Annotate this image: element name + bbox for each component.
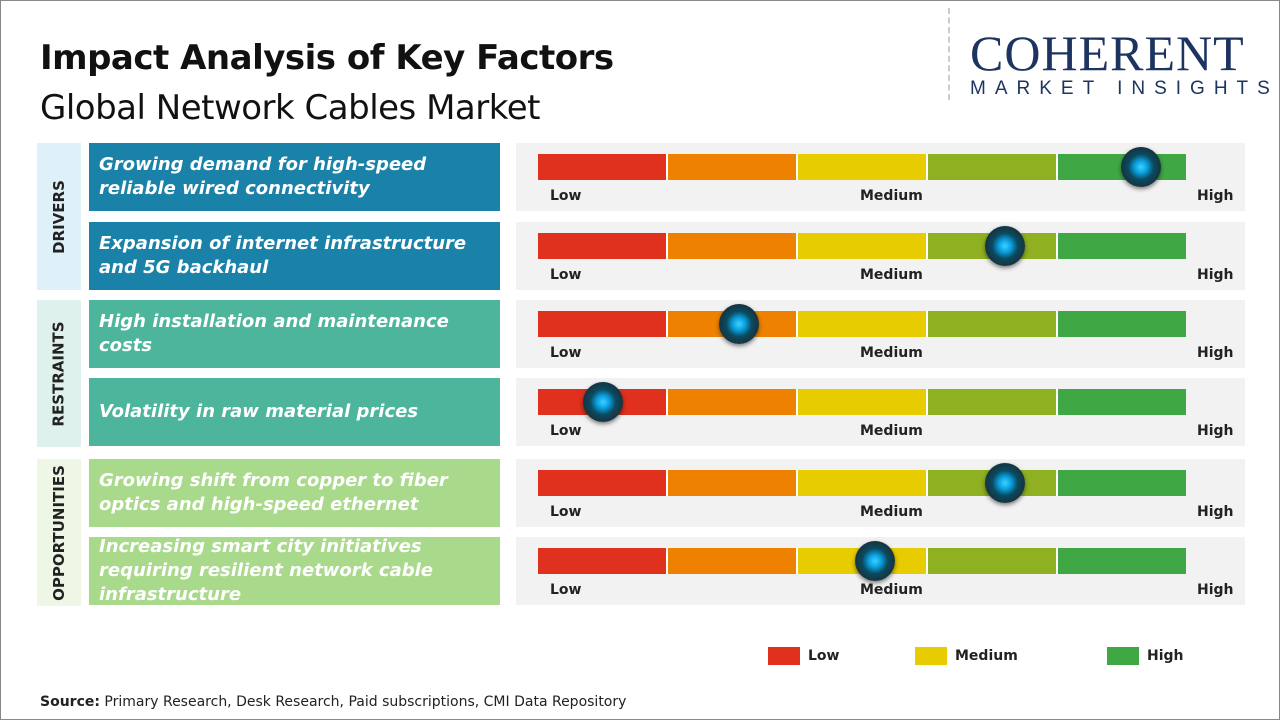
scale-low-label: Low — [550, 267, 582, 283]
legend-medium: Medium — [915, 647, 1018, 665]
gauge-segment — [928, 154, 1058, 180]
factor-label: Expansion of internet infrastructure and… — [89, 222, 500, 290]
gauge-segment — [538, 311, 668, 337]
scale-low-label: Low — [550, 423, 582, 439]
gauge-segment — [668, 548, 798, 574]
gauge-segment — [1058, 548, 1186, 574]
scale-high-label: High — [1197, 423, 1234, 439]
gauge-bar — [538, 470, 1186, 496]
legend-label: Medium — [955, 648, 1018, 664]
source-note: Source: Primary Research, Desk Research,… — [40, 694, 626, 710]
legend-swatch-medium — [915, 647, 947, 665]
gauge-segment — [538, 233, 668, 259]
impact-gauge: Low Medium High — [516, 300, 1245, 368]
page-title: Impact Analysis of Key Factors — [40, 38, 614, 78]
impact-marker — [718, 304, 759, 344]
factor-label: Growing shift from copper to fiber optic… — [89, 459, 500, 527]
legend-label: Low — [808, 648, 840, 664]
legend-label: High — [1147, 648, 1184, 664]
scale-medium-label: Medium — [860, 345, 923, 361]
scale-low-label: Low — [550, 345, 582, 361]
gauge-segment — [1058, 233, 1186, 259]
scale-medium-label: Medium — [860, 188, 923, 204]
impact-marker — [854, 541, 895, 581]
factor-label: Volatility in raw material prices — [89, 378, 500, 446]
impact-marker — [984, 226, 1025, 266]
legend-low: Low — [768, 647, 839, 665]
gauge-bar — [538, 154, 1186, 180]
scale-low-label: Low — [550, 582, 582, 598]
factor-label: Increasing smart city initiatives requir… — [89, 536, 500, 605]
scale-high-label: High — [1197, 188, 1234, 204]
scale-low-label: Low — [550, 504, 582, 520]
scale-high-label: High — [1197, 504, 1234, 520]
category-drivers: DRIVERS — [37, 143, 81, 290]
scale-high-label: High — [1197, 345, 1234, 361]
gauge-segment — [798, 311, 928, 337]
gauge-segment — [668, 470, 798, 496]
impact-gauge: Low Medium High — [516, 143, 1245, 211]
scale-medium-label: Medium — [860, 504, 923, 520]
gauge-segment — [538, 154, 668, 180]
category-label: RESTRAINTS — [50, 320, 69, 427]
scale-high-label: High — [1197, 267, 1234, 283]
impact-marker — [1120, 147, 1161, 187]
category-label: OPPORTUNITIES — [50, 464, 68, 601]
gauge-segment — [798, 389, 928, 415]
factor-label: High installation and maintenance costs — [89, 300, 500, 368]
category-restraints: RESTRAINTS — [37, 300, 81, 447]
legend-swatch-low — [768, 647, 800, 665]
gauge-segment — [538, 470, 668, 496]
gauge-segment — [1058, 311, 1186, 337]
impact-gauge: Low Medium High — [516, 459, 1245, 527]
gauge-segment — [928, 389, 1058, 415]
page-subtitle: Global Network Cables Market — [40, 88, 540, 128]
source-label: Source: — [40, 694, 100, 710]
gauge-segment — [668, 389, 798, 415]
gauge-bar — [538, 389, 1186, 415]
gauge-segment — [928, 311, 1058, 337]
impact-gauge: Low Medium High — [516, 537, 1245, 605]
legend-high: High — [1107, 647, 1184, 665]
gauge-segment — [668, 233, 798, 259]
logo-divider — [948, 8, 950, 100]
gauge-segment — [798, 233, 928, 259]
scale-high-label: High — [1197, 582, 1234, 598]
logo: COHERENT MARKET INSIGHTS — [970, 25, 1279, 100]
scale-medium-label: Medium — [860, 267, 923, 283]
scale-medium-label: Medium — [860, 582, 923, 598]
scale-medium-label: Medium — [860, 423, 923, 439]
gauge-segment — [1058, 389, 1186, 415]
impact-gauge: Low Medium High — [516, 222, 1245, 290]
impact-gauge: Low Medium High — [516, 378, 1245, 446]
logo-main: COHERENT — [970, 25, 1245, 81]
gauge-segment — [928, 548, 1058, 574]
gauge-segment — [1058, 470, 1186, 496]
gauge-segment — [798, 470, 928, 496]
gauge-bar — [538, 311, 1186, 337]
impact-marker — [984, 463, 1025, 503]
scale-low-label: Low — [550, 188, 582, 204]
source-text: Primary Research, Desk Research, Paid su… — [99, 694, 627, 710]
category-label: DRIVERS — [50, 179, 69, 254]
category-opportunities: OPPORTUNITIES — [37, 459, 81, 606]
gauge-segment — [668, 154, 798, 180]
gauge-segment — [538, 548, 668, 574]
legend-swatch-high — [1107, 647, 1139, 665]
impact-marker — [582, 382, 623, 422]
logo-sub: MARKET INSIGHTS — [970, 78, 1279, 99]
factor-label: Growing demand for high-speed reliable w… — [89, 143, 500, 211]
gauge-segment — [798, 154, 928, 180]
gauge-bar — [538, 233, 1186, 259]
